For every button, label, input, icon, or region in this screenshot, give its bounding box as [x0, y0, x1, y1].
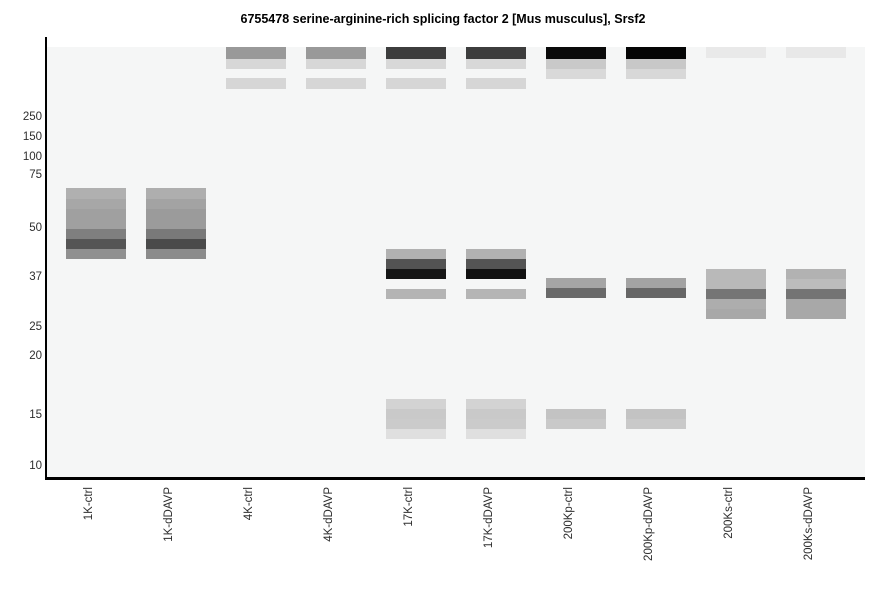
gel-band-stripe [706, 47, 766, 58]
gel-band-stripe [626, 47, 686, 59]
gel-band-stripe [466, 259, 526, 269]
lane-label-1K-dDAVP: 1K-dDAVP [163, 487, 175, 542]
lane-label-200Ks-ctrl: 200Ks-ctrl [723, 487, 735, 539]
gel-band-stripe [146, 229, 206, 239]
gel-band-stripe [466, 429, 526, 439]
gel-band-stripe [786, 289, 846, 299]
gel-band-stripe [386, 429, 446, 439]
y-tick-label-10: 10 [29, 460, 42, 472]
gel-band-stripe [626, 59, 686, 69]
gel-band-stripe [626, 419, 686, 429]
chart-title: 6755478 serine-arginine-rich splicing fa… [240, 12, 646, 26]
gel-band-stripe [786, 47, 846, 58]
y-tick-label-25: 25 [29, 321, 42, 333]
gel-band-stripe [146, 249, 206, 259]
gel-band-stripe [466, 269, 526, 279]
lane-label-4K-dDAVP: 4K-dDAVP [323, 487, 335, 542]
gel-band-stripe [146, 239, 206, 249]
gel-band-stripe [386, 269, 446, 279]
gel-band-stripe [66, 249, 126, 259]
gel-band-stripe [66, 209, 126, 229]
y-tick-label-20: 20 [29, 350, 42, 362]
gel-band-stripe [226, 59, 286, 69]
lane-label-200Ks-dDAVP: 200Ks-dDAVP [803, 487, 815, 561]
gel-band-stripe [466, 78, 526, 89]
gel-band-stripe [306, 47, 366, 59]
gel-band-stripe [546, 419, 606, 429]
y-tick-label-37: 37 [29, 271, 42, 283]
gel-band-stripe [306, 59, 366, 69]
gel-band-stripe [546, 69, 606, 79]
y-tick-label-150: 150 [22, 131, 42, 143]
gel-band-stripe [466, 47, 526, 59]
lane-label-200Kp-ctrl: 200Kp-ctrl [563, 487, 575, 540]
gel-band-stripe [146, 209, 206, 229]
gel-band-stripe [386, 59, 446, 69]
lane-label-200Kp-dDAVP: 200Kp-dDAVP [643, 487, 655, 561]
gel-band-stripe [146, 188, 206, 199]
gel-band-stripe [466, 419, 526, 429]
gel-band-stripe [226, 78, 286, 89]
y-tick-label-250: 250 [22, 111, 42, 123]
lane-label-17K-ctrl: 17K-ctrl [403, 487, 415, 527]
y-tick-label-50: 50 [29, 222, 42, 234]
gel-band-stripe [546, 278, 606, 288]
gel-band-stripe [546, 409, 606, 419]
gel-band-stripe [706, 269, 766, 289]
gel-band-stripe [626, 69, 686, 79]
gel-band-stripe [66, 199, 126, 209]
gel-band-stripe [386, 47, 446, 59]
y-tick-label-100: 100 [22, 151, 42, 163]
gel-band-stripe [786, 269, 846, 279]
gel-band-stripe [626, 409, 686, 419]
gel-band-stripe [386, 78, 446, 89]
lane-label-1K-ctrl: 1K-ctrl [83, 487, 95, 521]
gel-plot-area [47, 47, 865, 477]
gel-band-stripe [546, 288, 606, 298]
gel-band-stripe [706, 289, 766, 299]
gel-band-stripe [66, 188, 126, 199]
y-axis-line [45, 37, 47, 480]
gel-band-stripe [466, 289, 526, 299]
gel-band-stripe [626, 288, 686, 298]
gel-band-stripe [706, 299, 766, 309]
y-tick-label-15: 15 [29, 409, 42, 421]
gel-band-stripe [386, 399, 446, 409]
gel-band-stripe [386, 419, 446, 429]
gel-band-stripe [786, 279, 846, 289]
gel-band-stripe [706, 309, 766, 319]
gel-band-stripe [546, 47, 606, 59]
gel-band-stripe [386, 409, 446, 419]
gel-band-stripe [386, 289, 446, 299]
x-axis-line [45, 477, 865, 480]
gel-band-stripe [546, 59, 606, 69]
gel-band-stripe [466, 409, 526, 419]
gel-band-stripe [386, 259, 446, 269]
gel-band-stripe [466, 249, 526, 259]
gel-band-stripe [386, 249, 446, 259]
y-tick-label-75: 75 [29, 169, 42, 181]
gel-band-stripe [66, 229, 126, 239]
gel-band-stripe [626, 278, 686, 288]
lane-label-17K-dDAVP: 17K-dDAVP [483, 487, 495, 549]
gel-band-stripe [226, 47, 286, 59]
gel-band-stripe [466, 59, 526, 69]
gel-band-stripe [786, 299, 846, 319]
gel-band-stripe [306, 78, 366, 89]
lane-label-4K-ctrl: 4K-ctrl [243, 487, 255, 521]
gel-band-stripe [66, 239, 126, 249]
gel-band-stripe [146, 199, 206, 209]
gel-band-stripe [466, 399, 526, 409]
